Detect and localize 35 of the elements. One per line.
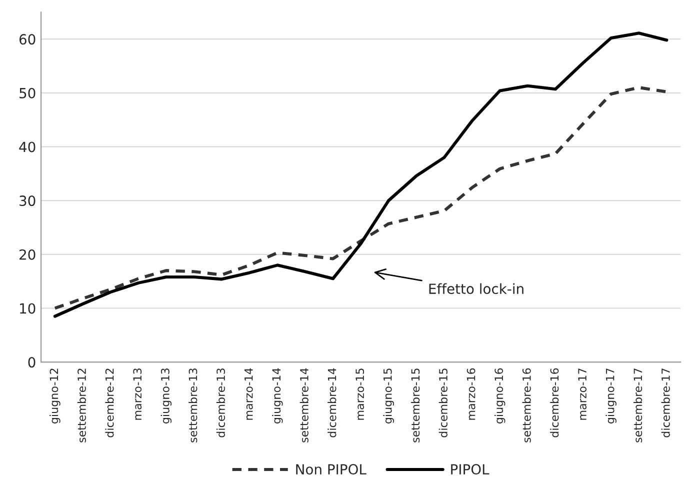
x-tick-label: marzo-17	[578, 368, 586, 420]
x-tick-label: dicembre-16	[550, 368, 559, 438]
x-tick-label: dicembre-14	[328, 368, 336, 438]
x-tick-label: giugno-15	[383, 368, 394, 424]
x-tick-label: dicembre-13	[216, 368, 226, 438]
x-tick-label: marzo-16	[466, 368, 476, 420]
x-tick-label: giugno-14	[272, 368, 283, 424]
legend-label: Non PIPOL	[296, 464, 366, 475]
y-tick-label: 20	[20, 249, 36, 260]
line-series	[53, 86, 668, 310]
x-tick-label: giugno-17	[606, 368, 616, 424]
x-tick-label: settembre-13	[188, 368, 198, 442]
x-tick-label: dicembre-17	[661, 368, 670, 438]
x-tick-label: dicembre-15	[438, 368, 448, 438]
y-tick-label: 30	[20, 196, 36, 206]
x-tick-label: settembre-15	[411, 368, 420, 442]
x-tick-label: dicembre-12	[105, 368, 114, 438]
y-tick-label: 50	[20, 88, 36, 98]
x-tick-label: giugno-12	[50, 368, 60, 424]
x-tick-label: settembre-17	[633, 368, 642, 442]
x-tick-label: settembre-12	[77, 368, 86, 442]
x-tick-label: giugno-13	[160, 368, 172, 424]
y-tick-label: 10	[20, 303, 36, 314]
line-series	[53, 32, 668, 318]
x-tick-label: settembre-16	[522, 368, 531, 442]
x-tick-label: giugno-16	[494, 368, 506, 424]
x-tick-label: marzo-13	[133, 368, 142, 420]
y-tick-label: 40	[19, 142, 36, 152]
x-tick-label: marzo-15	[356, 368, 364, 420]
annotation: Effetto lock-in	[429, 283, 524, 294]
y-tick-label: 0	[28, 357, 36, 368]
legend-label: PIPOL	[451, 464, 490, 475]
x-tick-label: marzo-14	[244, 368, 253, 420]
x-tick-label: settembre-14	[300, 368, 308, 442]
y-tick-label: 60	[19, 34, 36, 45]
